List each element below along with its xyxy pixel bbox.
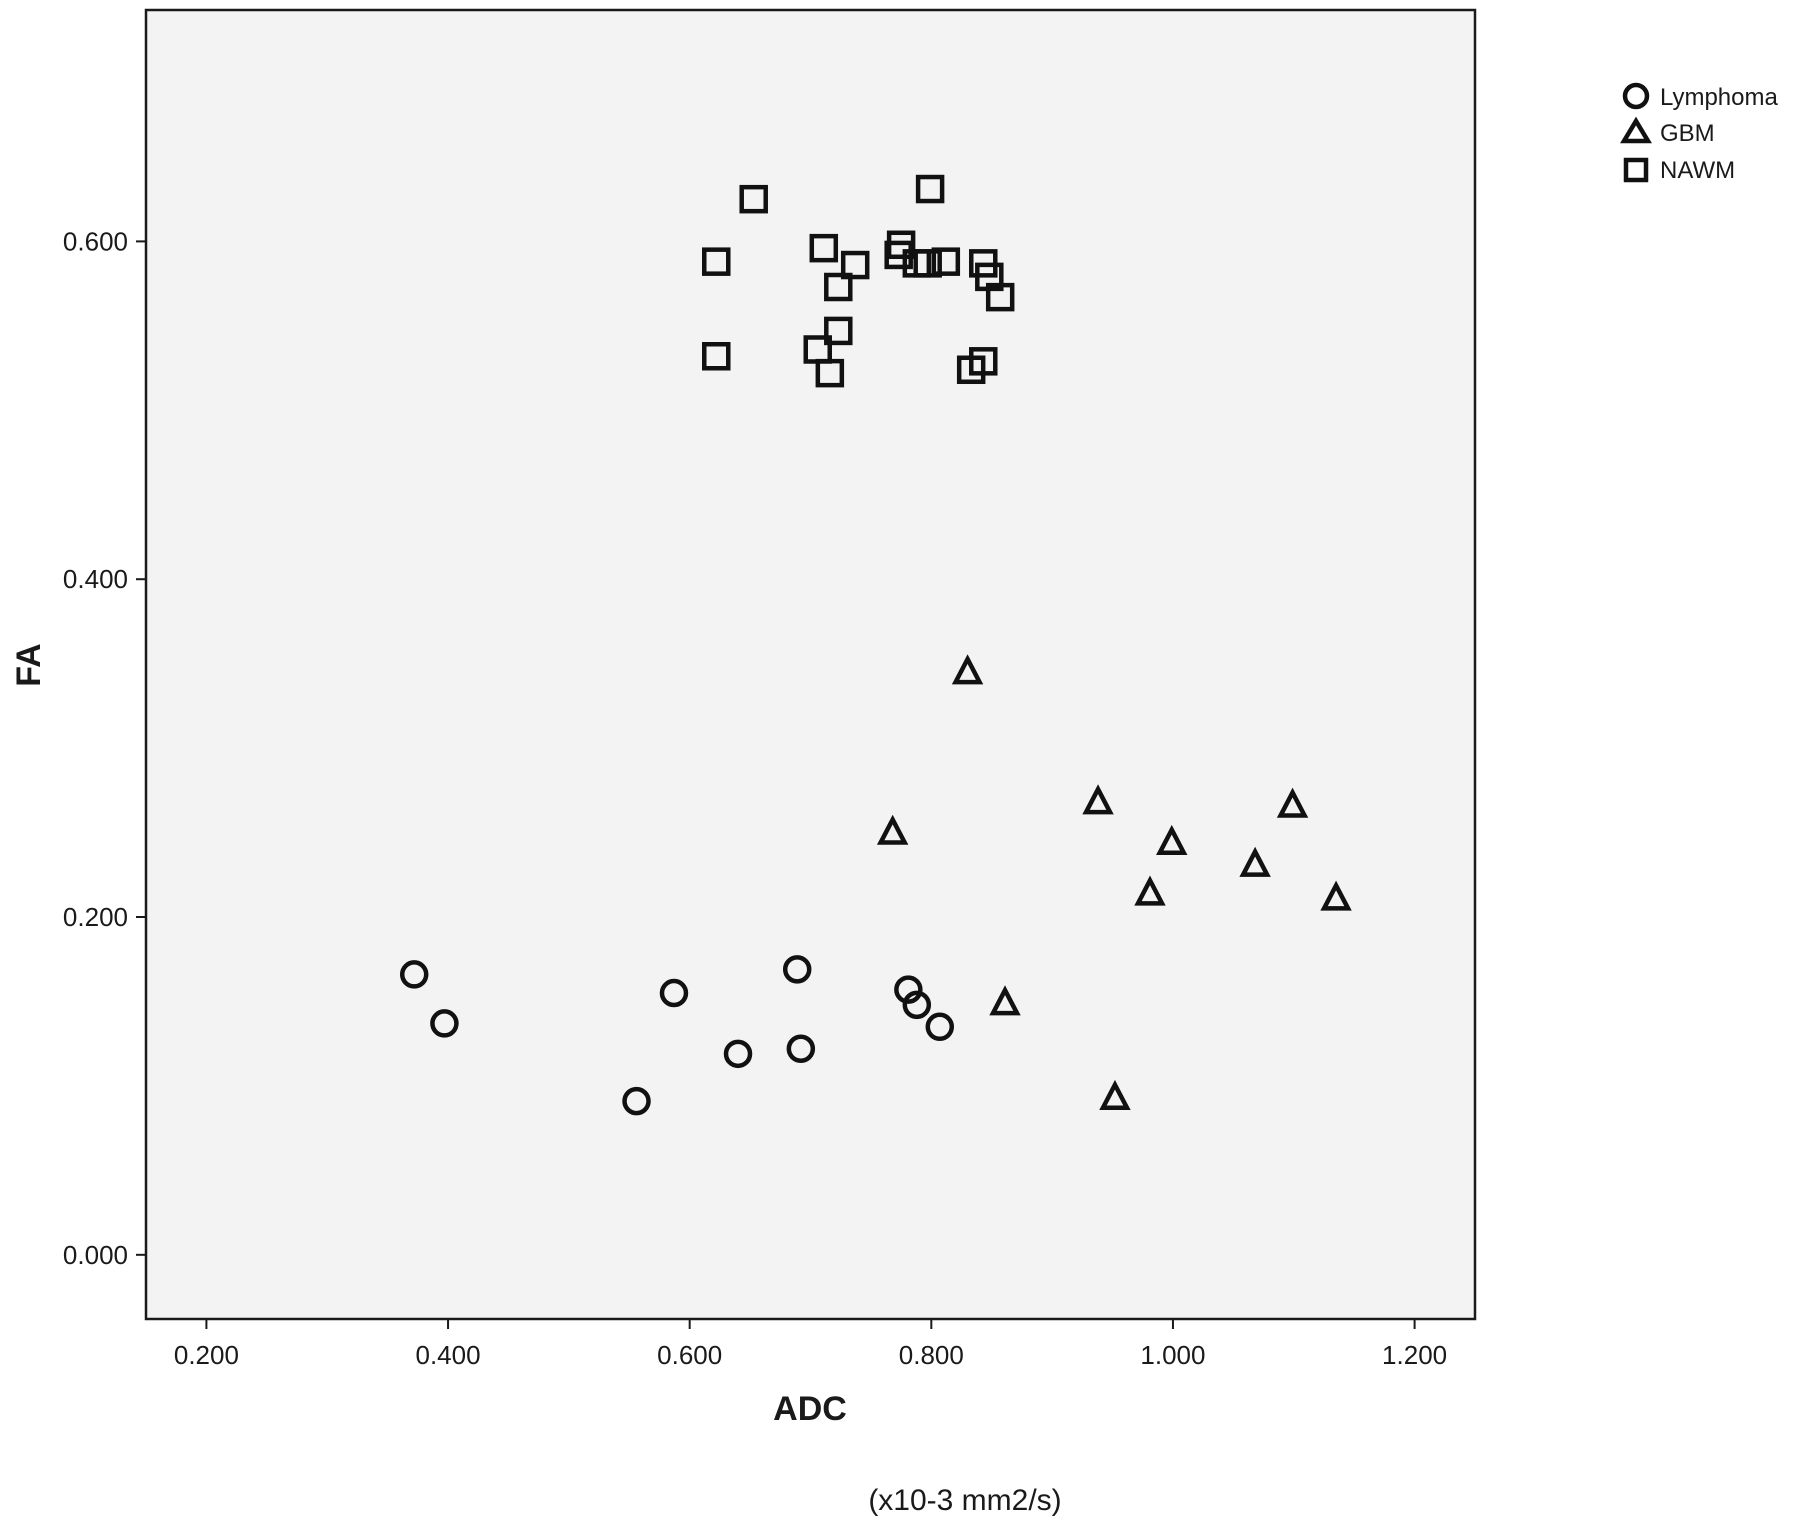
data-points xyxy=(399,174,1352,1116)
y-axis-title: FA xyxy=(10,643,48,686)
x-axis-title: ADC xyxy=(773,1390,847,1428)
legend-circle-marker xyxy=(1622,82,1650,110)
nawm-point xyxy=(809,233,839,263)
series-gbm xyxy=(876,654,1352,1110)
nawm-point xyxy=(931,247,961,276)
lymphoma-point xyxy=(723,1039,753,1069)
lymphoma-point xyxy=(622,1086,651,1116)
x-tick-label: 0.400 xyxy=(416,1340,481,1370)
y-tick-label: 0.600 xyxy=(63,226,128,256)
gbm-point xyxy=(1239,846,1271,877)
lymphoma-point xyxy=(894,975,923,1004)
legend-item-lymphoma: Lymphoma xyxy=(1622,82,1778,111)
legend-item-gbm: GBM xyxy=(1620,116,1715,147)
x-tick-label: 1.000 xyxy=(1140,1340,1205,1370)
gbm-point xyxy=(1099,1079,1131,1110)
gbm-point xyxy=(1276,787,1309,818)
x-tick-label: 0.200 xyxy=(174,1340,239,1370)
series-nawm xyxy=(702,174,1015,388)
legend-triangle-marker xyxy=(1620,116,1652,144)
gbm-point xyxy=(1156,824,1188,855)
legend-label-lymphoma: Lymphoma xyxy=(1660,84,1778,111)
x-tick-label: 1.200 xyxy=(1382,1340,1447,1370)
lymphoma-point xyxy=(399,960,429,989)
nawm-point xyxy=(815,358,845,388)
lymphoma-point xyxy=(902,990,932,1020)
lymphoma-point xyxy=(659,978,689,1008)
nawm-point xyxy=(915,174,945,204)
nawm-point xyxy=(824,316,853,346)
gbm-point xyxy=(1320,880,1352,911)
plot-area xyxy=(144,8,1477,1321)
x-axis-unit: (x10-3 mm2/s) xyxy=(868,1484,1061,1517)
gbm-point xyxy=(989,985,1021,1016)
nawm-point xyxy=(702,342,731,371)
nawm-point xyxy=(739,184,768,214)
y-tick-label: 0.200 xyxy=(63,902,128,932)
x-tick-label: 0.600 xyxy=(657,1340,722,1370)
lymphoma-point xyxy=(782,955,812,984)
lymphoma-point xyxy=(925,1012,955,1042)
x-tick-label: 0.800 xyxy=(899,1340,964,1370)
y-tick-label: 0.400 xyxy=(63,564,128,594)
axes: 0.200 0.400 0.600 0.800 1.000 1.200 0.000 0.200… xyxy=(63,226,1447,1370)
nawm-point xyxy=(840,250,870,280)
gbm-point xyxy=(951,654,984,685)
gbm-point xyxy=(1082,784,1114,815)
nawm-point xyxy=(702,247,731,276)
nawm-point xyxy=(884,240,913,270)
gbm-point xyxy=(1134,875,1166,906)
legend-item-nawm: NAWM xyxy=(1623,157,1735,184)
nawm-point xyxy=(913,249,942,278)
legend: Lymphoma GBM NAWM xyxy=(1620,82,1778,184)
series-lymphoma xyxy=(399,955,955,1116)
gbm-point xyxy=(876,814,909,845)
legend-label-gbm: GBM xyxy=(1660,120,1715,147)
lymphoma-point xyxy=(786,1034,816,1064)
y-tick-label: 0.000 xyxy=(63,1240,128,1270)
lymphoma-point xyxy=(430,1009,459,1038)
nawm-point xyxy=(969,347,998,376)
nawm-point xyxy=(985,282,1015,312)
nawm-point xyxy=(824,272,853,302)
legend-square-marker xyxy=(1623,157,1649,183)
legend-label-nawm: NAWM xyxy=(1660,157,1735,184)
